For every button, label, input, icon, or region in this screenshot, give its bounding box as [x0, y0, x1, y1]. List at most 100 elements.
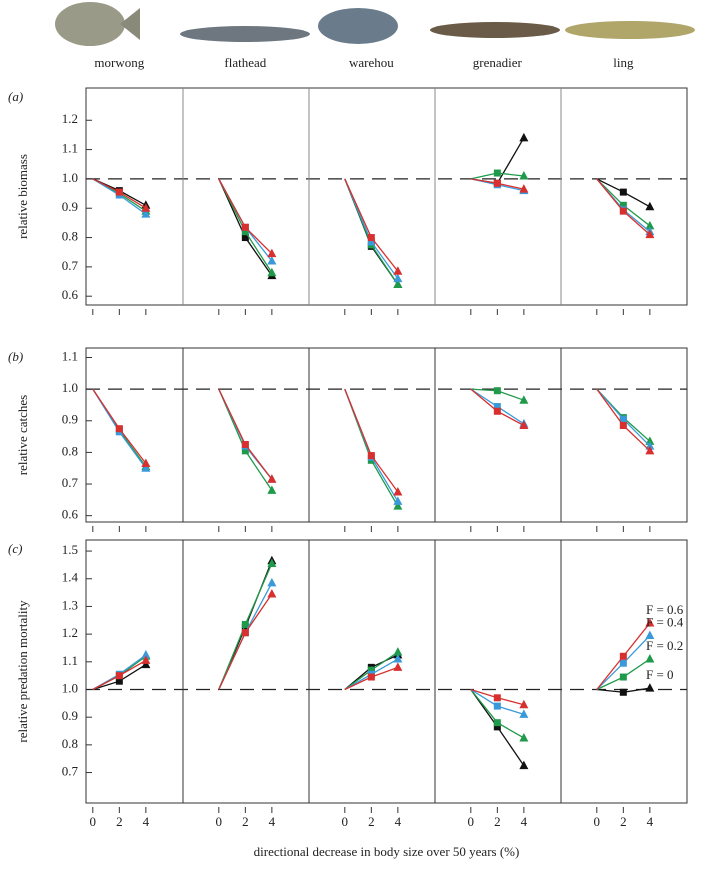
plot-frame: [85, 347, 688, 523]
triangle-marker: [645, 220, 655, 230]
x-tick-label: 2: [242, 814, 249, 829]
square-marker: [493, 702, 501, 710]
square-marker: [115, 672, 123, 680]
square-marker: [493, 387, 501, 395]
triangle-marker: [141, 209, 151, 218]
x-tick-label: 0: [216, 814, 223, 829]
x-axis-label: directional decrease in body size over 5…: [254, 844, 520, 859]
square-marker: [493, 719, 501, 727]
x-tick-label: 0: [342, 814, 349, 829]
legend-label: F = 0.6: [646, 602, 684, 617]
y-tick-label: 0.8: [62, 736, 78, 751]
square-marker: [367, 673, 375, 681]
y-tick-label: 1.1: [62, 348, 78, 363]
square-marker: [367, 666, 375, 674]
y-tick-label: 0.7: [62, 258, 79, 273]
y-tick-label: 1.2: [62, 111, 78, 126]
x-tick-label: 0: [468, 814, 475, 829]
x-tick-label: 4: [647, 814, 654, 829]
square-marker: [241, 440, 249, 448]
triangle-marker: [393, 496, 403, 505]
square-marker: [619, 673, 627, 681]
square-marker: [241, 620, 249, 628]
square-marker: [619, 659, 627, 667]
species-label: ling: [613, 55, 634, 70]
triangle-marker: [519, 760, 529, 770]
plot-frame: [85, 539, 688, 804]
triangle-marker: [393, 662, 403, 671]
legend-label: F = 0: [646, 667, 674, 682]
x-tick-label: 4: [143, 814, 150, 829]
square-marker: [493, 694, 501, 702]
triangle-marker: [393, 273, 403, 283]
series-line: [218, 388, 273, 480]
triangle-marker: [519, 732, 529, 742]
triangle-marker: [519, 709, 529, 718]
square-marker: [241, 447, 249, 455]
species-label: morwong: [94, 55, 144, 70]
triangle-marker: [267, 267, 277, 277]
series-line: [344, 388, 399, 493]
triangle-marker: [645, 436, 655, 445]
square-marker: [367, 238, 375, 246]
y-tick-label: 0.6: [62, 507, 79, 522]
triangle-marker: [519, 170, 529, 180]
series-line: [218, 593, 273, 690]
square-marker: [241, 629, 249, 637]
square-marker: [619, 652, 627, 660]
square-marker: [619, 188, 627, 196]
y-axis-label: relative catches: [15, 395, 30, 475]
triangle-marker: [645, 445, 655, 455]
y-tick-label: 1.1: [62, 141, 78, 156]
series-line: [344, 178, 399, 272]
triangle-marker: [519, 699, 529, 709]
triangle-marker: [141, 458, 151, 467]
x-tick-label: 0: [594, 814, 601, 829]
plot-frame: [85, 87, 688, 306]
triangle-marker: [141, 203, 151, 212]
square-marker: [619, 207, 627, 215]
square-marker: [493, 403, 501, 411]
y-tick-label: 0.7: [62, 475, 79, 490]
x-tick-label: 4: [269, 814, 276, 829]
species-label: flathead: [224, 55, 266, 70]
panel-label: (a): [8, 89, 23, 104]
triangle-marker: [645, 683, 655, 692]
legend-label: F = 0.2: [646, 638, 683, 653]
triangle-marker: [393, 279, 403, 288]
y-axis-label: relative predation mortality: [15, 600, 30, 743]
x-tick-label: 2: [116, 814, 123, 829]
triangle-marker: [645, 201, 655, 211]
y-tick-label: 1.0: [62, 680, 78, 695]
triangle-marker: [267, 588, 277, 598]
square-marker: [367, 452, 375, 460]
triangle-marker: [141, 655, 151, 664]
fish-grenadier: [430, 22, 560, 38]
x-tick-label: 4: [521, 814, 528, 829]
triangle-marker: [645, 630, 655, 640]
legend-label: F = 0.4: [646, 614, 684, 629]
fish-morwong: [55, 2, 125, 46]
y-tick-label: 0.8: [62, 229, 78, 244]
x-tick-label: 2: [620, 814, 627, 829]
triangle-marker: [519, 184, 529, 193]
triangle-marker: [267, 485, 277, 494]
square-marker: [493, 407, 501, 415]
triangle-marker: [645, 229, 655, 239]
square-marker: [619, 201, 627, 209]
triangle-marker: [519, 132, 529, 142]
x-tick-label: 0: [90, 814, 97, 829]
square-marker: [619, 688, 627, 696]
y-tick-label: 1.3: [62, 597, 78, 612]
triangle-marker: [645, 654, 655, 663]
y-tick-label: 1.4: [62, 570, 79, 585]
square-marker: [367, 234, 375, 242]
y-tick-label: 0.6: [62, 287, 79, 302]
series-line: [344, 178, 399, 279]
species-label: grenadier: [473, 55, 523, 70]
y-tick-label: 0.9: [62, 199, 78, 214]
triangle-marker: [519, 395, 529, 404]
y-tick-label: 1.5: [62, 542, 78, 557]
panel-label: (c): [8, 541, 22, 556]
